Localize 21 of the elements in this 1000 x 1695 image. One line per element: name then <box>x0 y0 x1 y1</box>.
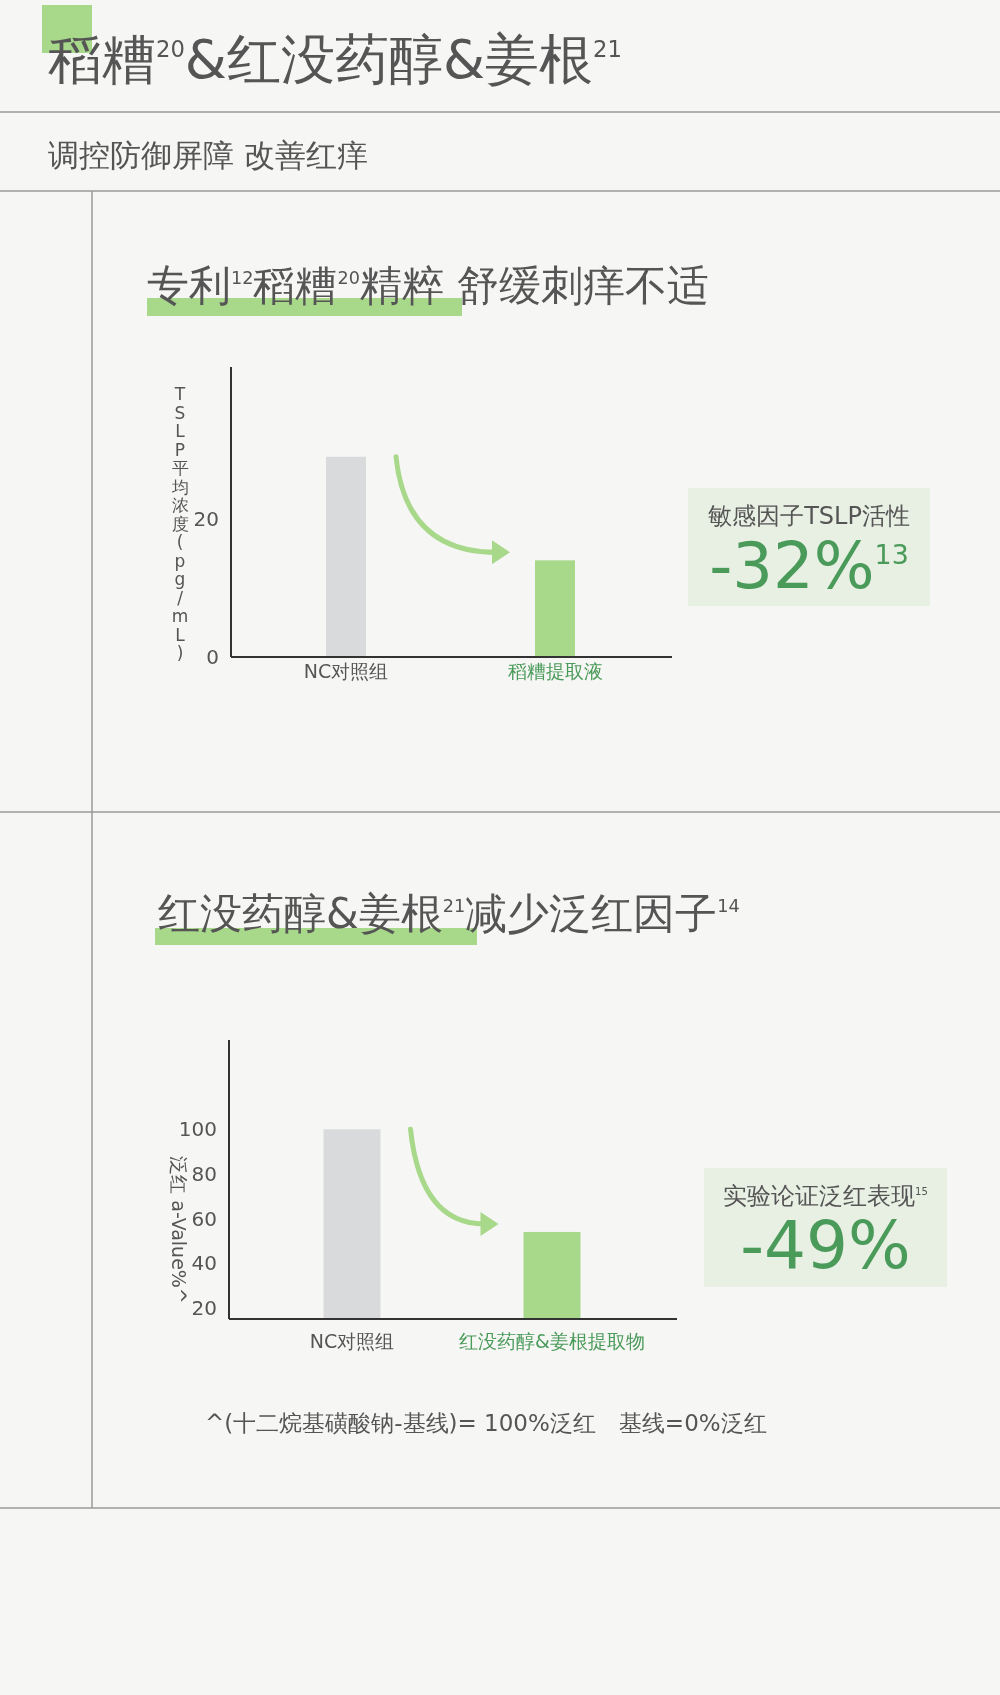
y-tick-label: 0 <box>206 645 219 669</box>
text: 实验论证泛红表现$^{15}$ <box>723 1182 928 1210</box>
x-tick-label: NC对照组 <box>303 660 389 682</box>
y-tick-label: 20 <box>193 506 219 531</box>
text: 敏感因子TSLP活性 <box>708 502 910 530</box>
x-tick-label: 稻糟提取液 <box>507 660 603 682</box>
text: -49% <box>740 1207 911 1284</box>
y-tick-label: 100 <box>178 1117 217 1142</box>
text: 专利$^{12}$稻糟$^{20}$精粹 舒缓刺痒不适 <box>147 261 710 310</box>
chart-subtitle: 调控防御屏障 改善红痒 <box>48 137 368 173</box>
text: ^(十二烷基磺酸钠-基线)= 100%泛红 基线=0%泛红 <box>205 1410 767 1436</box>
y-tick-label: 60 <box>191 1206 217 1231</box>
text: -32%$^{13}$ <box>709 529 909 603</box>
y-tick-label: 40 <box>191 1251 217 1276</box>
x-tick-label: 红没药醇&姜根提取物 <box>459 1330 645 1352</box>
y-tick-label: 80 <box>191 1161 217 1186</box>
x-tick-label: NC对照组 <box>309 1330 395 1352</box>
chart-title: 红没药醇&姜根$^{21}$减少泛红因子$^{14}$ <box>158 889 740 938</box>
y-tick-label: 20 <box>191 1295 217 1320</box>
y-axis-title: 泛红 a-Value%^ <box>168 1156 190 1304</box>
text: TSLP 平均浓度(pg/mL) <box>171 384 189 663</box>
